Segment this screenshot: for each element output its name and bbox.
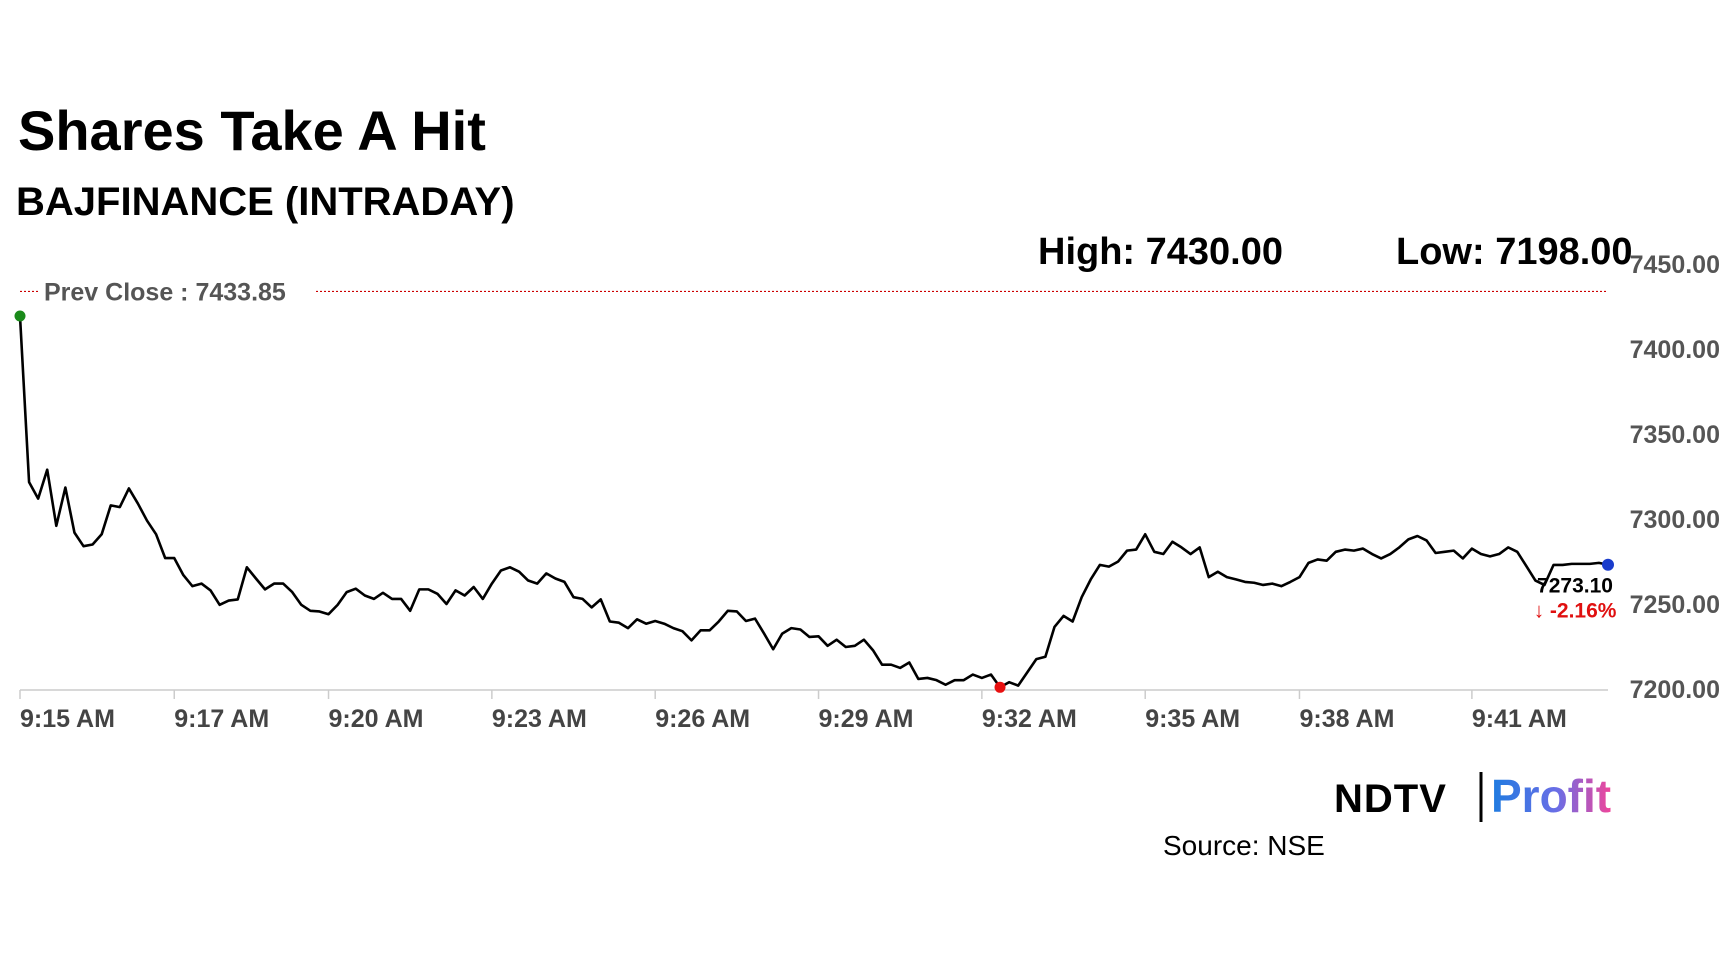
x-tick-label: 9:17 AM bbox=[174, 705, 269, 733]
x-tick-label: 9:35 AM bbox=[1145, 705, 1240, 733]
last-marker bbox=[1602, 558, 1614, 571]
price-line bbox=[18, 315, 1609, 689]
x-tick-label: 9:29 AM bbox=[819, 705, 914, 733]
high-label: High: 7430.00 bbox=[1038, 231, 1283, 273]
y-tick-label: 7300.00 bbox=[1630, 506, 1720, 534]
y-tick-label: 7450.00 bbox=[1630, 251, 1720, 279]
y-tick-label: 7350.00 bbox=[1630, 421, 1720, 449]
chart-title: Shares Take A Hit bbox=[18, 99, 486, 162]
x-tick-label: 9:41 AM bbox=[1472, 705, 1567, 733]
low-marker bbox=[994, 681, 1006, 693]
change-label: ↓ -2.16% bbox=[1534, 600, 1617, 623]
x-tick-label: 9:23 AM bbox=[492, 705, 587, 733]
x-tick-label: 9:38 AM bbox=[1299, 705, 1394, 733]
low-label: Low: 7198.00 bbox=[1396, 231, 1633, 273]
x-tick-label: 9:32 AM bbox=[982, 705, 1077, 733]
logo-right: Profit bbox=[1491, 770, 1611, 822]
first-marker bbox=[14, 310, 26, 322]
y-tick-label: 7250.00 bbox=[1630, 591, 1720, 619]
x-tick-label: 9:20 AM bbox=[329, 705, 424, 733]
source: Source: NSE bbox=[1163, 830, 1325, 861]
logo: NDTV Profit bbox=[1334, 770, 1611, 822]
prev-close-label: Prev Close : 7433.85 bbox=[44, 278, 286, 306]
y-tick-label: 7400.00 bbox=[1630, 336, 1720, 364]
chart-subtitle: BAJFINANCE (INTRADAY) bbox=[16, 180, 515, 224]
last-value-label: 7273.10 bbox=[1537, 575, 1613, 598]
y-tick-label: 7200.00 bbox=[1630, 676, 1720, 704]
x-tick-label: 9:26 AM bbox=[655, 705, 750, 733]
logo-left: NDTV bbox=[1334, 777, 1447, 821]
x-tick-label: 9:15 AM bbox=[20, 705, 115, 733]
